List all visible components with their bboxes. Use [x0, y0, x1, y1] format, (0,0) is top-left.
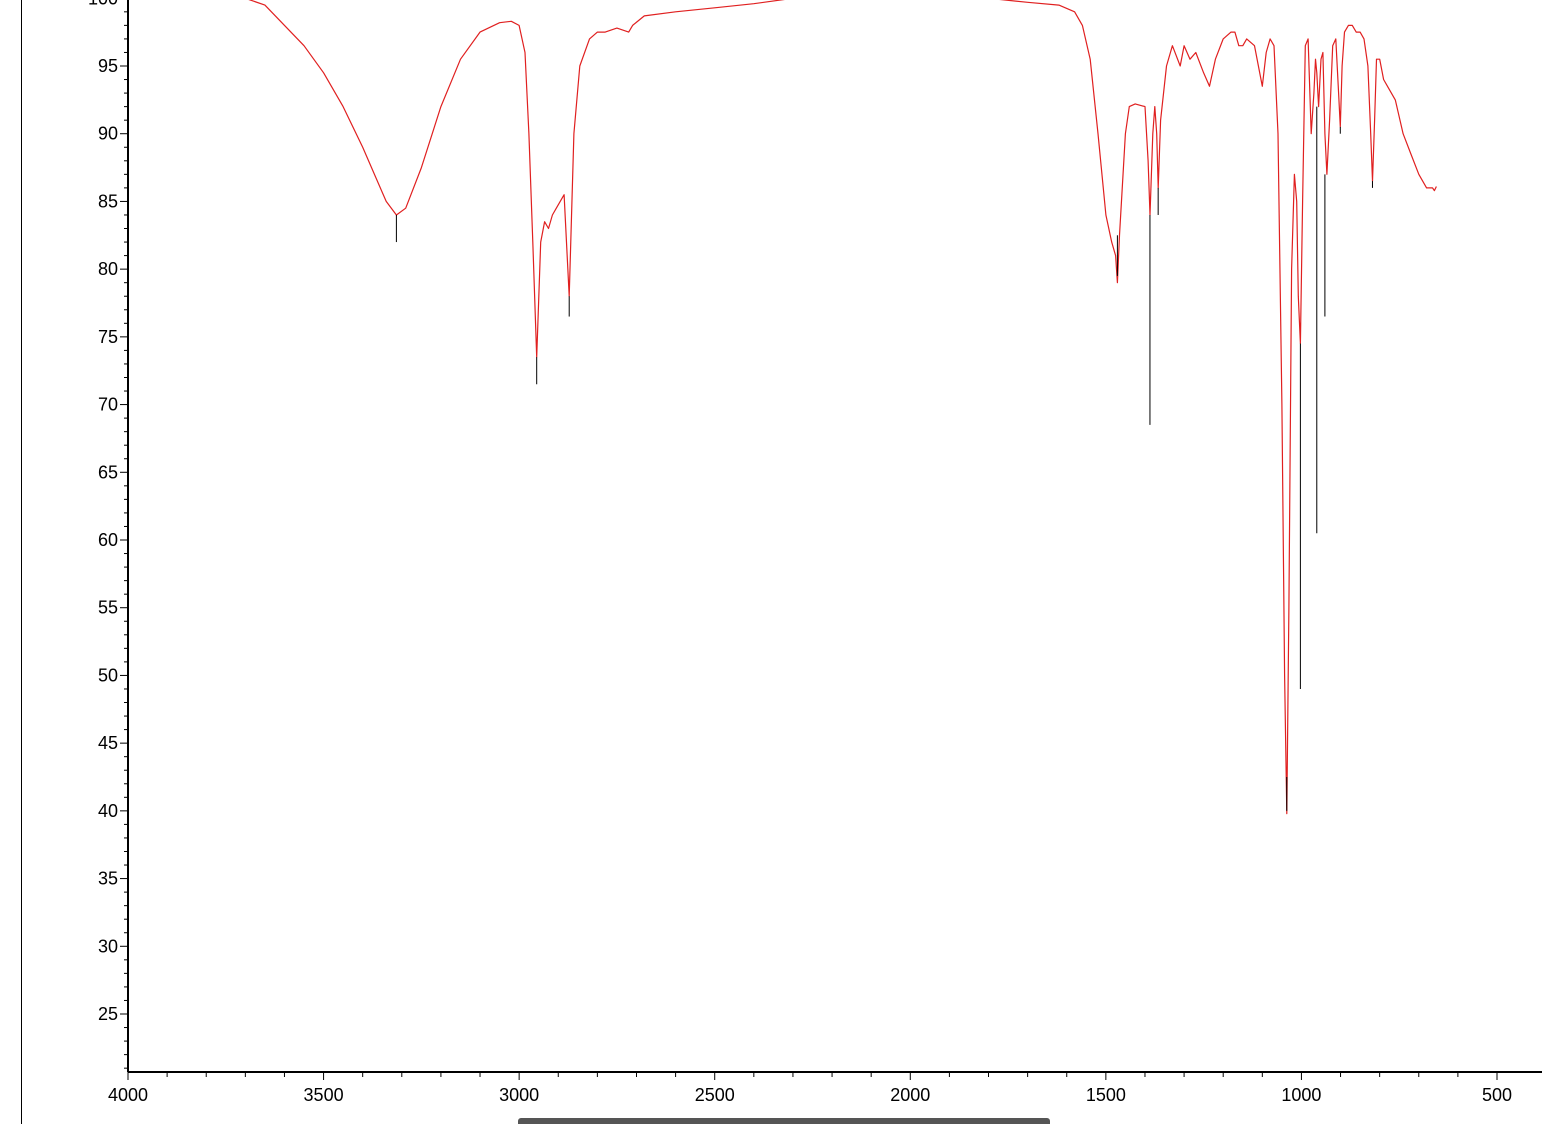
y-tick-label: 40	[98, 801, 118, 821]
x-tick-label: 1500	[1086, 1085, 1126, 1105]
x-tick-label: 4000	[108, 1085, 148, 1105]
y-tick-label: 65	[98, 462, 118, 482]
y-tick-label: 100	[88, 0, 118, 8]
y-tick-label: 85	[98, 191, 118, 211]
x-tick-label: 3500	[304, 1085, 344, 1105]
x-tick-label: 3000	[499, 1085, 539, 1105]
y-tick-label: 30	[98, 936, 118, 956]
window-left-border	[21, 0, 22, 1124]
y-tick-label: 80	[98, 259, 118, 279]
y-tick-label: 55	[98, 598, 118, 618]
y-tick-label: 45	[98, 733, 118, 753]
horizontal-scrollbar[interactable]	[518, 1118, 1050, 1124]
y-tick-label: 35	[98, 869, 118, 889]
x-tick-label: 2000	[890, 1085, 930, 1105]
y-tick-label: 90	[98, 124, 118, 144]
x-tick-label: 1000	[1281, 1085, 1321, 1105]
spectrum-line	[248, 0, 1437, 815]
y-tick-label: 50	[98, 665, 118, 685]
x-tick-label: 500	[1482, 1085, 1512, 1105]
y-tick-label: 95	[98, 56, 118, 76]
y-tick-label: 60	[98, 530, 118, 550]
x-tick-label: 2500	[695, 1085, 735, 1105]
y-tick-label: 70	[98, 395, 118, 415]
y-tick-label: 25	[98, 1004, 118, 1024]
y-tick-label: 75	[98, 327, 118, 347]
